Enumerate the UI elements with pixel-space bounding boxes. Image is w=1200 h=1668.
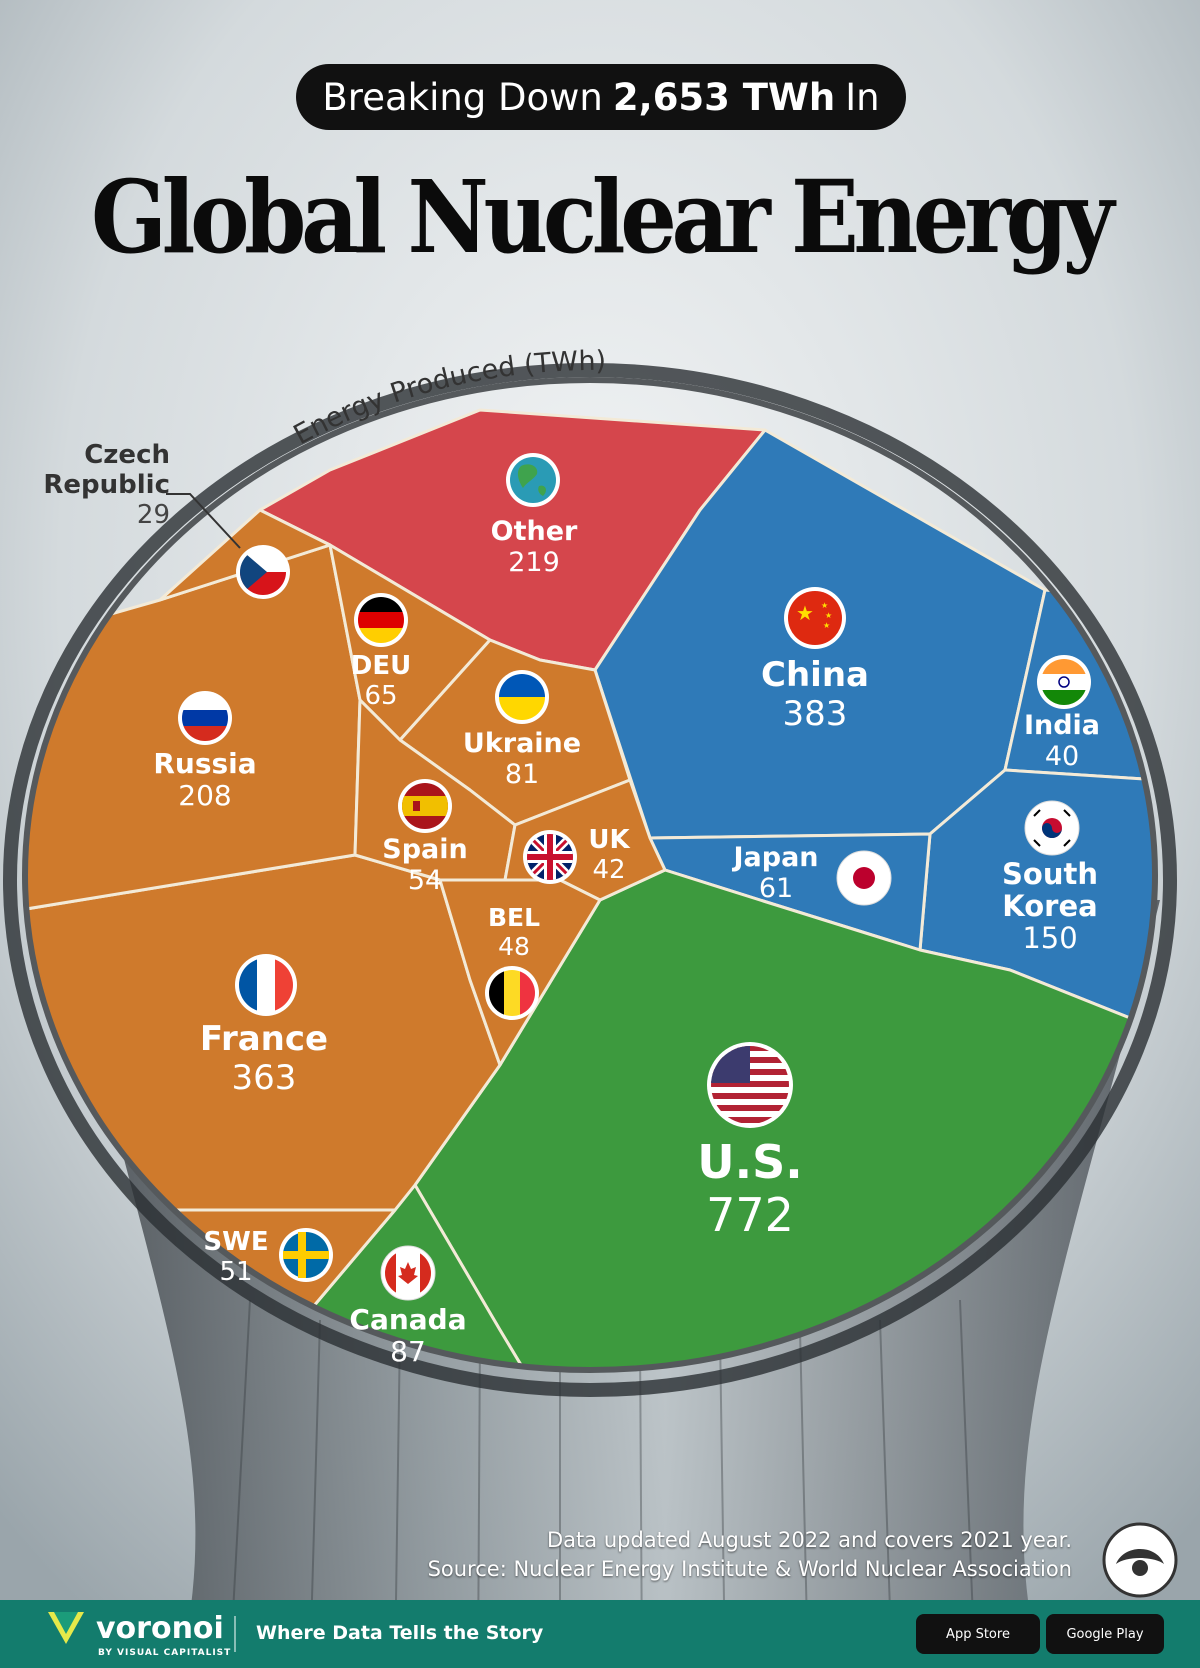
app-store-label: App Store [946,1626,1010,1642]
label-deu: DEU 65 [350,651,412,712]
label-czech-name2: Republic [43,470,170,500]
label-france-value: 363 [231,1058,297,1099]
subtitle-total: 2,653 TWh [612,75,836,119]
france-flag [235,954,297,1016]
uk-flag [523,830,577,884]
brand-name: voronoi [96,1610,224,1646]
page-title: Global Nuclear Energy [91,158,1114,276]
app-store-button[interactable]: App Store [916,1614,1040,1654]
spain-flag [398,779,452,833]
svg-text:★: ★ [796,601,814,625]
label-other: Other 219 [491,516,578,578]
sweden-flag [279,1228,333,1282]
voronoi-brand[interactable]: voronoi BY VISUAL CAPITALIST [44,1608,230,1658]
svg-text:★: ★ [825,611,832,620]
label-russia-value: 208 [178,779,232,813]
russia-flag [178,691,232,745]
label-uk-name: UK [588,825,630,855]
voronoi-logo-icon [48,1612,84,1644]
czech-flag [236,545,290,599]
label-india-name: India [1023,710,1101,741]
label-bel: BEL 48 [487,903,541,962]
label-south-korea-value: 150 [1022,921,1078,955]
label-japan-name: Japan [733,842,819,873]
label-us-value: 772 [706,1187,794,1242]
svg-text:★: ★ [823,621,830,630]
label-india-value: 40 [1044,741,1080,773]
label-south-korea-name2: Korea [1002,889,1098,923]
south-korea-flag [1024,800,1080,856]
source-line-2: Source: Nuclear Energy Institute & World… [427,1557,1072,1581]
label-uk-value: 42 [592,854,626,885]
source-note: Data updated August 2022 and covers 2021… [428,1526,1072,1584]
label-deu-name: DEU [350,651,412,681]
label-deu-value: 65 [364,680,398,711]
label-china: China 383 [761,655,869,735]
subtitle-post: In [845,75,880,119]
subtitle-pill: Breaking Down 2,653 TWh In [296,64,906,130]
japan-flag [836,850,892,906]
label-spain: Spain 54 [382,834,467,896]
label-japan: Japan 61 [733,842,818,904]
label-south-korea: South Korea 150 [1002,858,1098,954]
label-china-name: China [761,655,869,695]
ukraine-flag [495,670,549,724]
subtitle-pre: Breaking Down [322,75,603,119]
label-canada-value: 87 [390,1335,426,1369]
label-ukraine-value: 81 [504,759,540,791]
india-flag [1037,655,1091,709]
footer-tagline: Where Data Tells the Story [256,1622,544,1644]
label-ukraine: Ukraine 81 [463,728,581,790]
label-other-name: Other [490,516,578,547]
label-spain-name: Spain [382,834,468,865]
label-france: France 363 [199,1019,329,1099]
label-spain-value: 54 [407,865,443,897]
label-russia: Russia 208 [153,747,257,813]
label-bel-name: BEL [487,903,541,932]
label-us: U.S. 772 [697,1136,802,1242]
label-czech-value: 29 [136,500,170,530]
label-us-name: U.S. [697,1135,803,1189]
label-other-value: 219 [508,547,560,579]
germany-flag [354,593,408,647]
visual-capitalist-logo [1102,1522,1178,1598]
label-russia-name: Russia [153,747,257,780]
belgium-flag [485,966,539,1020]
source-line-1: Data updated August 2022 and covers 2021… [547,1528,1072,1552]
label-south-korea-name1: South [1002,857,1098,891]
label-czech: Czech Republic 29 [20,440,170,530]
china-flag: ★ ★★ ★ [784,587,846,649]
svg-text:★: ★ [821,601,828,610]
label-swe-name: SWE [203,1227,269,1257]
label-france-name: France [199,1019,329,1059]
label-swe: SWE 51 [203,1227,269,1288]
google-play-label: Google Play [1066,1626,1144,1642]
brand-sub: BY VISUAL CAPITALIST [98,1648,232,1658]
label-canada: Canada 87 [349,1303,467,1369]
label-uk: UK 42 [588,825,630,886]
label-canada-name: Canada [349,1303,467,1336]
label-czech-name1: Czech [84,440,170,470]
label-china-value: 383 [782,694,848,735]
label-swe-value: 51 [219,1256,253,1287]
us-flag [707,1042,793,1128]
label-ukraine-name: Ukraine [462,728,582,759]
footer-divider [234,1616,236,1652]
footer-bar: voronoi BY VISUAL CAPITALIST Where Data … [0,1600,1200,1668]
globe-icon [506,453,560,507]
label-india: India 40 [1024,710,1100,772]
czech-leader-line [166,493,241,549]
label-japan-value: 61 [758,873,794,905]
google-play-button[interactable]: Google Play [1046,1614,1164,1654]
canada-flag [380,1245,436,1301]
label-bel-value: 48 [498,931,530,961]
